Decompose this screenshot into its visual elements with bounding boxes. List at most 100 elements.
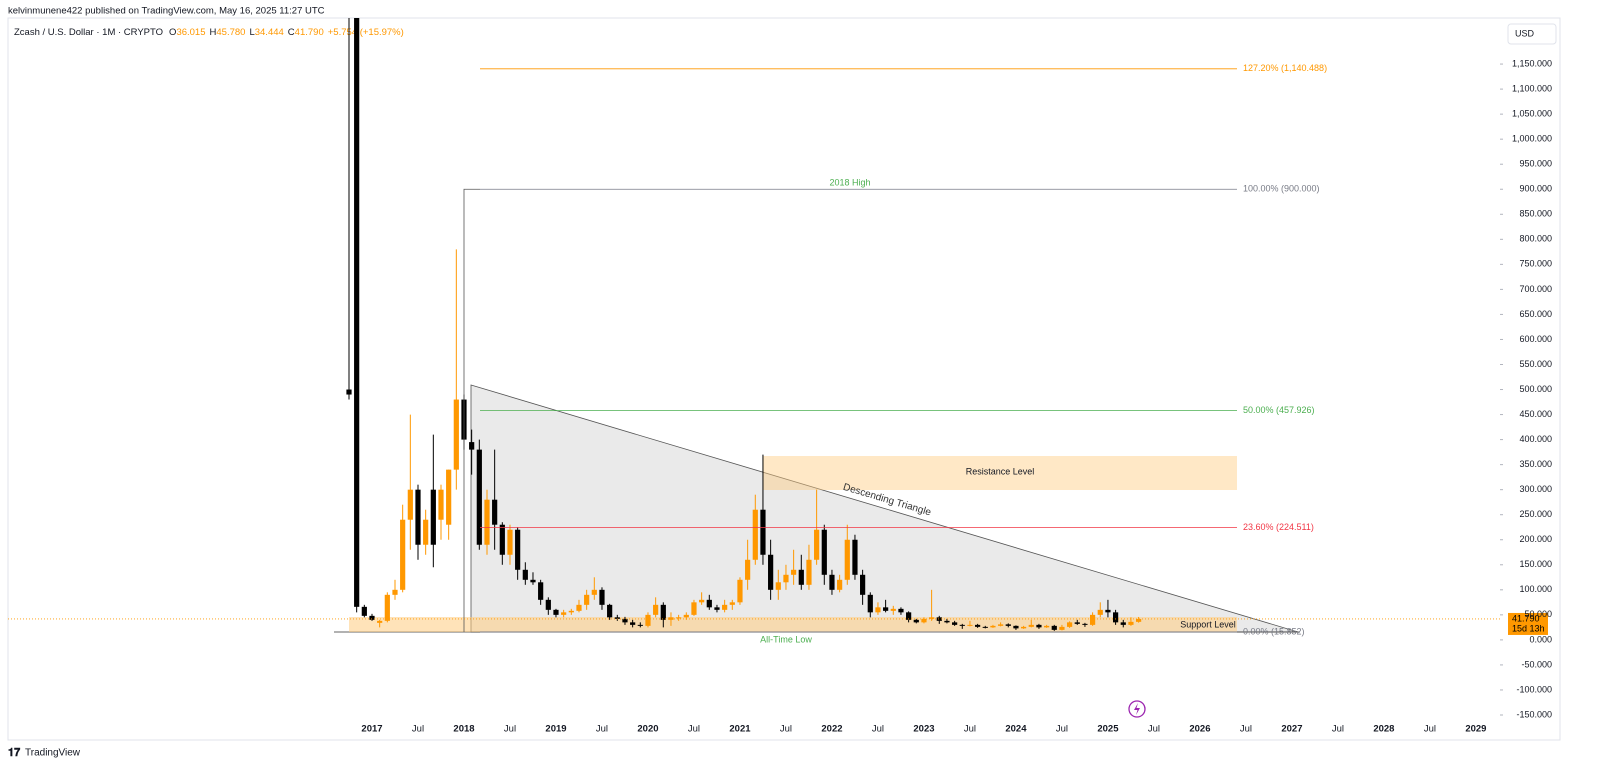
candle-body [369,615,375,620]
x-tick-label: 2028 [1373,724,1394,735]
resistance-zone [763,456,1237,490]
candle-body [852,539,858,575]
candle-body [875,607,881,613]
candle-body [492,499,498,525]
candle-body [783,574,789,583]
candle-body [568,610,574,613]
candle-body [515,529,521,570]
legend: Zcash / U.S. Dollar · 1M · CRYPTO O36.015… [14,27,404,38]
candle-body [484,499,490,545]
x-tick-label: 2019 [545,724,566,735]
candle-body [645,614,651,626]
y-tick-label: 750.000 [1519,259,1552,269]
fib-label: 23.60% (224.511) [1243,522,1314,532]
y-tick-label: 350.000 [1519,459,1552,469]
pane-border [7,17,1561,741]
y-tick-label: 100.000 [1519,584,1552,594]
candle-body [653,604,659,615]
candle-body [745,559,751,580]
candle-body [622,618,628,623]
brand-name: TradingView [25,748,81,759]
y-tick-label: 1,000.000 [1512,134,1552,144]
candle-body [998,624,1004,626]
candle-body [1067,622,1073,627]
candle-body [630,622,636,625]
candle-body [553,609,559,615]
candle-body [1113,612,1119,623]
candle-body [936,617,942,621]
candle-body [476,449,482,545]
resistance-label: Resistance Level [966,466,1035,476]
x-tick-label: Jul [964,724,976,735]
x-tick-label: 2022 [821,724,842,735]
candle-body [668,617,674,620]
candle-body [1059,626,1065,630]
legend-value: 45.780 [216,27,245,38]
candle-body [361,606,367,616]
x-tick-label: 2023 [913,724,934,735]
candle-body [446,469,452,525]
candle-body [890,608,896,611]
candle-body [430,489,436,545]
brand-logo: 𝟏𝟕 [8,747,21,759]
y-tick-label: 300.000 [1519,484,1552,494]
legend-value: 34.444 [255,27,284,38]
candle-body [837,579,843,590]
candle-body [607,604,613,618]
y-tick-label: 450.000 [1519,409,1552,419]
candle-body [1005,624,1011,626]
candle-body [706,599,712,608]
candle-body [860,574,866,595]
x-tick-label: Jul [1148,724,1160,735]
x-tick-label: Jul [504,724,516,735]
y-tick-label: 1,150.000 [1512,58,1552,68]
x-tick-label: 2027 [1281,724,1302,735]
y-tick-label: -150.000 [1516,709,1552,719]
candle-body [1120,622,1126,625]
candle-body [1105,609,1111,613]
replay-icon[interactable] [1128,700,1146,718]
candle-body [522,569,528,580]
legend-value: 36.015 [176,27,205,38]
support-label: Support Level [1180,619,1236,629]
countdown: 15d 13h [1512,623,1545,633]
last-price-label: 41.790 [1512,613,1540,623]
candle-body [714,607,720,610]
currency-box[interactable] [1507,23,1557,45]
candle-body [415,489,421,545]
candle-body [1128,621,1134,625]
candle-body [921,618,927,623]
candle-body [1051,625,1057,630]
x-tick-label: Jul [1240,724,1252,735]
candle-body [384,594,390,621]
brand: 𝟏𝟕 TradingView [8,747,81,759]
x-tick-label: 2025 [1097,724,1119,735]
candle-body [438,489,444,520]
icon-bolt[interactable] [1134,703,1140,715]
legend-key: O [169,27,176,38]
candle-body [377,620,383,623]
x-tick-label: 2021 [729,724,751,735]
y-tick-label: -100.000 [1516,684,1552,694]
legend-key: H [210,27,217,38]
currency: USD [1515,28,1535,38]
candle-body [561,612,567,615]
candle-body [798,569,804,585]
x-tick-label: 2024 [1005,724,1027,735]
candle-body [990,625,996,628]
candle-body [469,442,475,450]
candle-body [1021,626,1027,629]
candle-body [829,574,835,590]
candle-body [929,617,935,619]
candle-body [959,624,965,626]
candle-body [683,614,689,618]
fib-anchor [463,188,480,632]
drawings [334,384,1300,633]
icon-circle[interactable] [1128,700,1146,718]
legend-change: +5.754 (+15.97%) [328,27,404,38]
candle-body [499,524,505,555]
y-tick-label: 500.000 [1519,384,1552,394]
candle-body [599,589,605,605]
candle-body [814,529,820,560]
published: kelvinmunene422 published on TradingView… [8,6,325,17]
